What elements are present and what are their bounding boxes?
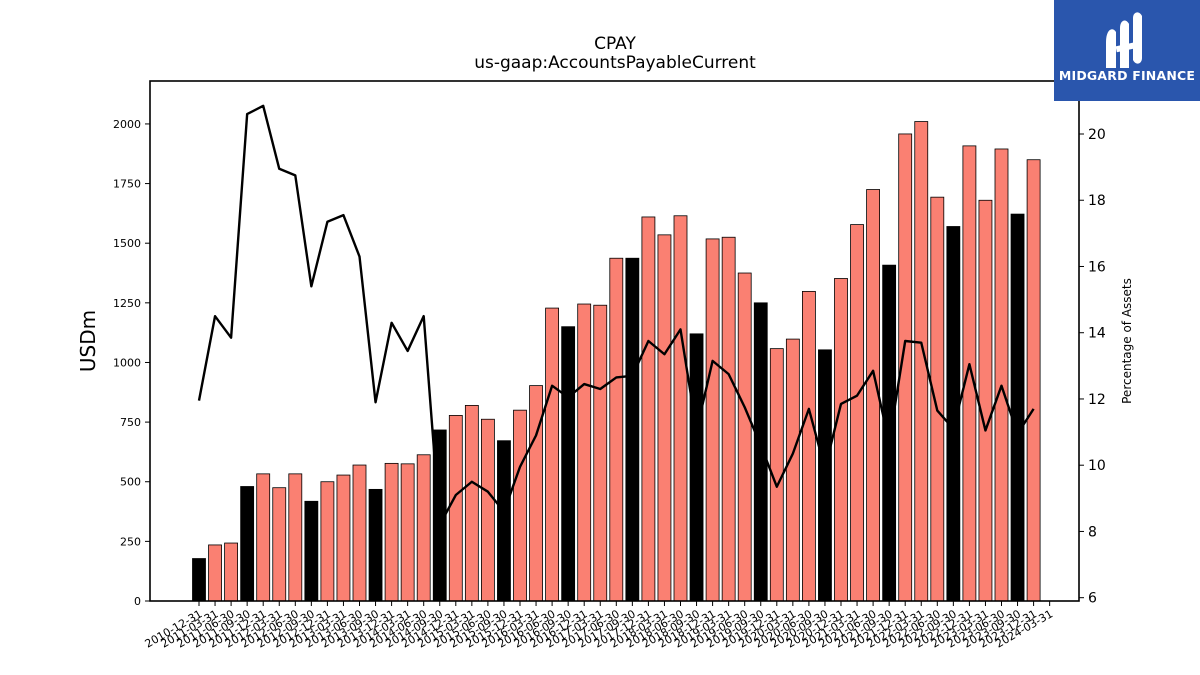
y-tick-label-right: 8 <box>1088 524 1097 540</box>
y-tick-label-right: 18 <box>1088 193 1106 209</box>
y-tick-label-right: 10 <box>1088 458 1106 474</box>
y-tick-label-right: 12 <box>1088 392 1106 408</box>
bar-2020-03-31 <box>785 338 800 602</box>
bar-2021-03-31 <box>850 224 864 602</box>
y-tick-label-right: 16 <box>1088 259 1106 275</box>
bar-2019-06-30 <box>737 272 752 602</box>
bar-2011-12-31 <box>256 473 271 602</box>
y-tick-label-left: 2000 <box>113 118 141 131</box>
bar-2011-06-30 <box>224 542 239 602</box>
bar-2012-06-30 <box>288 473 303 602</box>
bar-2015-06-30 <box>480 418 495 602</box>
bar-2013-09-30 <box>368 488 383 602</box>
logo-text: MIDGARD FINANCE <box>1058 68 1196 83</box>
bar-2015-09-30 <box>497 440 511 602</box>
bar-2016-12-31 <box>577 303 592 602</box>
y-tick-label-left: 750 <box>120 416 141 429</box>
chart-subtitle: us-gaap:AccountsPayableCurrent <box>474 53 756 73</box>
bar-2020-06-30 <box>802 290 816 602</box>
bar-2023-12-31 <box>1026 159 1041 602</box>
bar-2011-03-31 <box>208 544 222 602</box>
bar-2018-03-31 <box>657 234 672 602</box>
y-tick-label-left: 500 <box>120 476 141 489</box>
y-tick-label-left: 1500 <box>113 237 141 250</box>
y-tick-label-right: 20 <box>1088 127 1106 143</box>
bar-2013-06-30 <box>352 464 367 602</box>
bar-2021-09-30 <box>882 264 897 602</box>
bar-2019-09-30 <box>753 302 768 602</box>
bar-2017-12-31 <box>641 216 656 602</box>
y-tick-label-left: 0 <box>134 595 141 608</box>
bar-2013-03-31 <box>336 474 351 602</box>
bar-2014-06-30 <box>416 454 431 602</box>
percentage-of-assets-line <box>197 104 1035 527</box>
y-tick-label-right: 6 <box>1088 591 1097 607</box>
bar-2012-09-30 <box>304 500 319 602</box>
bar-2020-12-31 <box>834 278 848 602</box>
bar-2016-09-30 <box>561 326 576 602</box>
bar-2010-12-31 <box>192 558 206 602</box>
bar-2013-12-31 <box>384 462 399 602</box>
bar-2017-09-30 <box>625 257 640 602</box>
y-tick-label-left: 1000 <box>113 356 141 369</box>
bar-2016-06-30 <box>545 307 559 602</box>
bar-2014-03-31 <box>400 463 415 602</box>
midgard-finance-logo: MIDGARD FINANCE <box>1054 0 1200 101</box>
bar-2023-06-30 <box>994 148 1009 602</box>
bar-2019-03-31 <box>721 236 736 602</box>
bar-2012-03-31 <box>272 487 287 602</box>
midgard-logo-icon <box>1106 12 1142 68</box>
chart-title: CPAY <box>594 34 636 54</box>
y-axis-label-left: USDm <box>76 310 100 372</box>
bar-2020-09-30 <box>818 349 832 602</box>
bar-2011-09-30 <box>240 486 255 602</box>
bar-2023-03-31 <box>978 199 993 602</box>
y-axis-label-right: Percentage of Assets <box>1120 278 1134 404</box>
bar-2017-06-30 <box>609 257 624 602</box>
bar-2014-12-31 <box>448 415 463 602</box>
y-tick-label-left: 1750 <box>113 178 141 191</box>
bar-2018-06-30 <box>673 215 688 602</box>
bar-2015-12-31 <box>513 409 527 602</box>
bar-2022-12-31 <box>962 145 977 602</box>
bar-2023-09-30 <box>1010 213 1025 602</box>
bar-2022-06-30 <box>930 196 945 602</box>
bar-2018-12-31 <box>705 238 720 602</box>
bar-2018-09-30 <box>689 333 704 602</box>
y-tick-label-left: 250 <box>120 535 141 548</box>
y-tick-label-left: 1250 <box>113 297 141 310</box>
plot-frame <box>149 80 1080 602</box>
bar-2015-03-31 <box>464 404 479 602</box>
bar-2012-12-31 <box>320 481 335 602</box>
y-tick-label-right: 14 <box>1088 326 1106 342</box>
bar-2017-03-31 <box>593 304 608 602</box>
